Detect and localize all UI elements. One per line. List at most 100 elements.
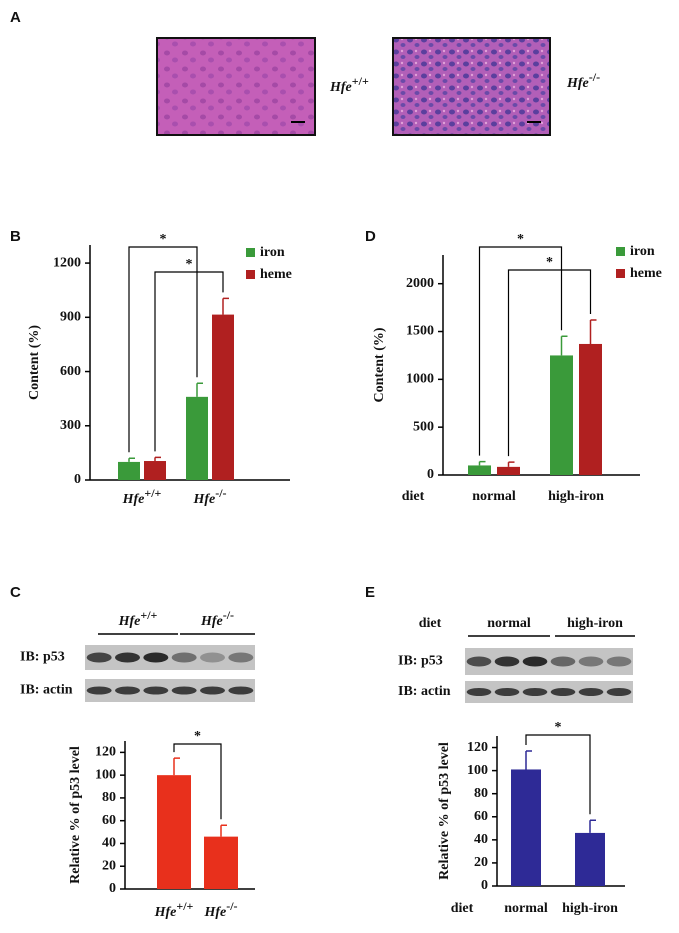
y-tick-label: 120 [95,745,116,760]
significance-bracket [525,734,591,815]
blot-row-label: IB: p53 [20,650,65,665]
bar [468,465,491,475]
x-axis-label: diet [402,489,425,504]
x-tick-label: Hfe+/+ [154,899,194,920]
x-tick-label: high-iron [562,901,618,916]
bar [511,769,541,886]
legend-label: heme [260,267,292,282]
y-tick-label: 80 [102,790,116,805]
error-bar [507,461,515,467]
error-bar [478,460,486,466]
error-bar [589,819,596,833]
legend-label: iron [630,244,655,259]
significance-star: * [186,257,193,272]
error-bar [173,757,180,776]
y-tick-label: 80 [474,786,488,801]
blot-band [228,652,254,663]
legend-label: iron [260,245,285,260]
blot-band [494,688,520,696]
error-bar [128,457,135,462]
blot-band [200,686,225,695]
significance-bracket [173,743,222,820]
panel-letter: A [10,9,21,26]
blot-group-label: high-iron [567,616,623,631]
blot-band [143,686,169,695]
blot-strip [465,648,633,675]
significance-star: * [160,232,167,247]
blot-group-label: Hfe-/- [200,608,234,629]
legend-swatch [246,270,255,279]
y-axis-label: Relative % of p53 level [437,742,452,880]
blot-group-label: normal [487,616,531,631]
blot-band [86,686,112,695]
genotype-label: Hfe-/- [566,70,600,91]
x-axis-label: diet [451,901,474,916]
panel-letter: B [10,228,21,245]
blot-band [466,656,492,667]
panel-letter: C [10,584,21,601]
legend-swatch [616,247,625,256]
y-tick-label: 100 [95,767,116,782]
bar [186,396,208,480]
panel-letter: E [365,584,375,601]
y-tick-label: 300 [60,418,81,433]
histology-image [156,37,316,136]
error-bar [560,335,568,356]
significance-star: * [194,729,201,744]
y-tick-label: 1200 [53,255,81,270]
y-tick-label: 20 [102,858,116,873]
error-bar [525,750,532,770]
y-tick-label: 600 [60,364,81,379]
significance-bracket [128,246,198,453]
blot-strip [85,645,255,670]
y-tick-label: 1500 [406,324,434,339]
bar [118,461,140,480]
bar [497,466,520,475]
y-tick-label: 0 [74,472,81,487]
blot-band [200,652,225,663]
blot-band [606,688,632,696]
y-tick-label: 60 [102,813,116,828]
y-tick-label: 0 [109,881,116,896]
x-tick-label: normal [504,901,548,916]
histology [156,37,551,136]
bar [579,343,602,475]
y-tick-label: 40 [102,836,116,851]
y-tick-label: 40 [474,832,488,847]
bar [212,314,234,480]
x-tick-label: normal [472,489,516,504]
y-tick-label: 1000 [406,372,434,387]
x-tick-label: high-iron [548,489,604,504]
y-tick-label: 60 [474,809,488,824]
legend-swatch [246,248,255,257]
bar [575,832,605,886]
bar [204,836,238,889]
panel-letter: D [365,228,376,245]
blot-band [143,652,169,663]
y-tick-label: 0 [427,467,434,482]
bar [550,355,573,475]
y-tick-label: 900 [60,310,81,325]
blot-strip [465,681,633,703]
blot-band [606,656,632,667]
significance-bracket [507,269,592,457]
blot-band [171,686,197,695]
blot-band [115,686,140,695]
bar [144,461,166,480]
blot-row-label: IB: actin [20,683,73,698]
y-tick-label: 120 [467,740,488,755]
blot-band [578,688,604,696]
legend-label: heme [630,266,662,281]
y-tick-label: 500 [413,419,434,434]
y-tick-label: 100 [467,763,488,778]
blot-band [550,656,576,667]
error-bar [196,382,203,397]
legend-swatch [616,269,625,278]
significance-star: * [517,232,524,247]
blot-band [466,688,492,696]
blot-band [550,688,576,696]
blot-band [171,652,197,663]
blot-band [578,656,604,667]
y-tick-label: 20 [474,855,488,870]
blot-band [522,656,548,667]
